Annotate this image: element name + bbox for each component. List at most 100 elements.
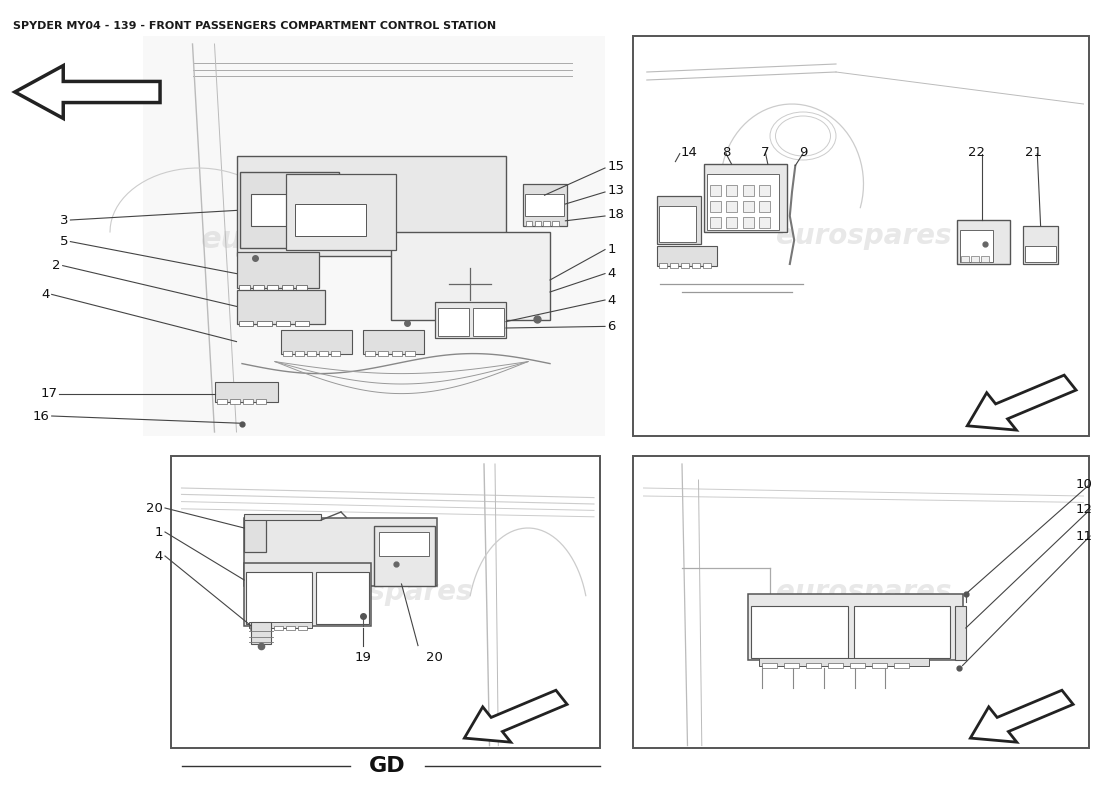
Bar (249, 622, 312, 628)
Text: 3: 3 (59, 214, 68, 226)
Text: eurospares: eurospares (200, 226, 394, 254)
Bar (251, 622, 271, 644)
Text: 10: 10 (1076, 478, 1092, 490)
Bar (295, 321, 309, 326)
Text: 20: 20 (426, 651, 443, 664)
Bar (657, 246, 717, 266)
Bar (1025, 246, 1056, 262)
Bar (872, 663, 887, 668)
Text: 1: 1 (607, 243, 616, 256)
Bar (251, 194, 311, 226)
Text: eurospares: eurospares (776, 578, 952, 606)
Text: eurospares: eurospares (776, 222, 952, 250)
Bar (525, 194, 564, 216)
Bar (434, 302, 506, 338)
Text: 9: 9 (799, 146, 807, 158)
Text: 4: 4 (607, 267, 616, 280)
Text: 17: 17 (41, 387, 57, 400)
Bar (244, 518, 437, 586)
Text: 21: 21 (1025, 146, 1043, 158)
Bar (295, 351, 304, 356)
Text: 2: 2 (52, 259, 60, 272)
Bar (390, 232, 550, 320)
Bar (552, 221, 559, 226)
Bar (276, 321, 290, 326)
Bar (759, 658, 929, 666)
Bar (710, 217, 720, 228)
Text: 22: 22 (968, 146, 986, 158)
Text: 6: 6 (607, 320, 616, 333)
Bar (240, 172, 339, 248)
Bar (286, 174, 396, 250)
Bar (239, 321, 253, 326)
Text: 20: 20 (146, 502, 163, 514)
Bar (543, 221, 550, 226)
Text: 4: 4 (154, 550, 163, 562)
Bar (262, 626, 271, 630)
Bar (319, 351, 328, 356)
Bar (659, 206, 696, 242)
Bar (971, 256, 979, 262)
Bar (742, 185, 754, 196)
Bar (244, 514, 321, 520)
Bar (961, 256, 969, 262)
Bar (438, 308, 469, 336)
Text: 19: 19 (354, 651, 372, 664)
Bar (632, 456, 1089, 748)
Bar (243, 399, 253, 404)
Bar (257, 321, 272, 326)
Bar (670, 263, 678, 268)
Bar (170, 456, 600, 748)
Bar (828, 663, 843, 668)
Bar (392, 351, 402, 356)
Bar (239, 285, 250, 290)
Bar (657, 196, 701, 244)
Bar (1023, 226, 1058, 264)
Text: eurospares: eurospares (297, 578, 473, 606)
Text: 11: 11 (1076, 530, 1092, 542)
Bar (331, 351, 340, 356)
Bar (378, 351, 388, 356)
Bar (535, 221, 541, 226)
Bar (267, 285, 278, 290)
Bar (759, 201, 770, 212)
Bar (286, 626, 295, 630)
Bar (957, 220, 1010, 264)
Bar (230, 399, 240, 404)
Bar (296, 285, 307, 290)
Bar (692, 263, 700, 268)
Bar (955, 606, 966, 660)
Bar (762, 663, 777, 668)
Bar (236, 252, 319, 288)
Bar (473, 308, 504, 336)
Text: 16: 16 (33, 410, 50, 422)
Bar (710, 201, 720, 212)
Bar (526, 221, 532, 226)
Bar (806, 663, 821, 668)
Bar (282, 285, 293, 290)
Bar (244, 563, 371, 626)
Bar (274, 626, 283, 630)
Bar (784, 663, 799, 668)
Bar (244, 518, 266, 552)
Polygon shape (970, 690, 1074, 742)
Bar (295, 204, 366, 236)
Bar (707, 174, 779, 230)
Bar (405, 351, 415, 356)
Bar (253, 285, 264, 290)
Text: SPYDER MY04 - 139 - FRONT PASSENGERS COMPARTMENT CONTROL STATION: SPYDER MY04 - 139 - FRONT PASSENGERS COM… (13, 21, 496, 30)
Bar (726, 217, 737, 228)
Bar (379, 532, 429, 556)
Bar (632, 36, 1089, 436)
Bar (363, 330, 424, 354)
Text: GD: GD (368, 757, 406, 776)
Bar (726, 201, 737, 212)
Bar (981, 256, 989, 262)
Polygon shape (464, 690, 568, 742)
Text: 13: 13 (607, 184, 624, 197)
Bar (236, 290, 324, 324)
Bar (710, 185, 720, 196)
Bar (236, 156, 506, 256)
Bar (751, 606, 848, 658)
Bar (280, 330, 352, 354)
